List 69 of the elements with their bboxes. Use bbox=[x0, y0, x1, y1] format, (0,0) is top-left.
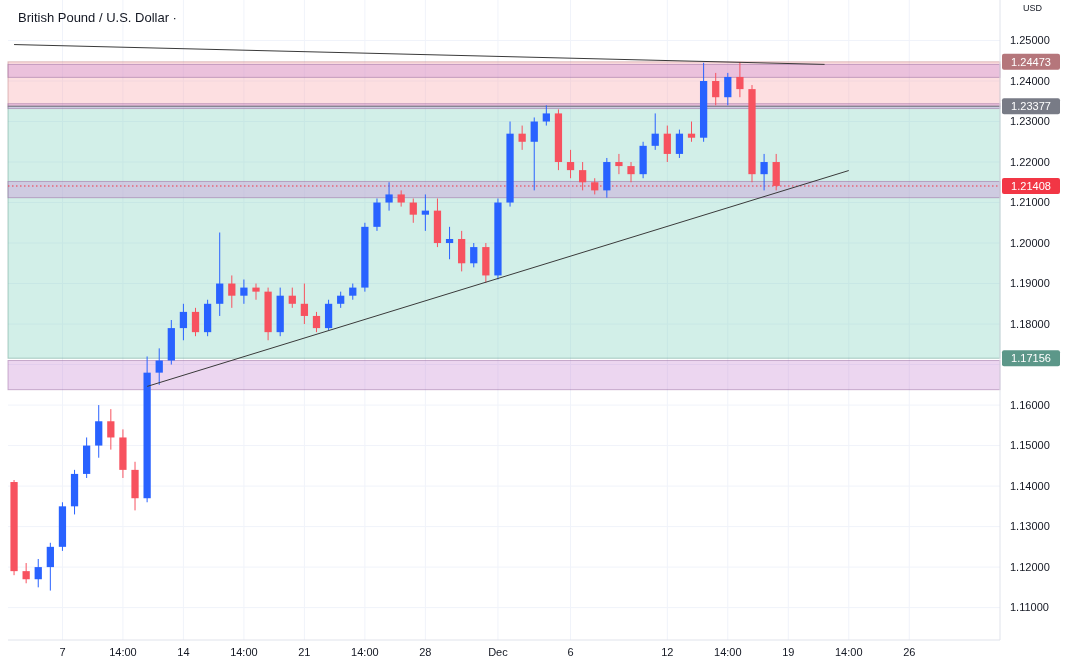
candlestick bbox=[687, 121, 696, 143]
candlestick bbox=[615, 153, 623, 175]
candlestick bbox=[675, 129, 684, 159]
candlestick bbox=[34, 558, 42, 588]
y-tick-label: 1.14000 bbox=[1010, 479, 1050, 492]
candlestick bbox=[712, 72, 720, 106]
y-tick-label: 1.21000 bbox=[1010, 196, 1050, 209]
x-tick-label: 14:00 bbox=[714, 646, 742, 658]
candlestick bbox=[252, 283, 260, 301]
x-tick-label: 6 bbox=[567, 646, 574, 658]
candlestick bbox=[240, 278, 248, 305]
band-label: 1.17156 bbox=[1011, 352, 1051, 365]
candlestick bbox=[542, 104, 550, 127]
x-tick-label: 7 bbox=[59, 646, 66, 658]
x-tick-label: 12 bbox=[661, 646, 674, 658]
y-tick-label: 1.16000 bbox=[1010, 398, 1050, 411]
x-tick-label: Dec bbox=[488, 646, 509, 658]
y-tick-label: 1.22000 bbox=[1010, 155, 1050, 168]
candlestick bbox=[46, 542, 54, 592]
y-tick-label: 1.24000 bbox=[1010, 74, 1050, 87]
x-tick-label: 14:00 bbox=[835, 646, 863, 658]
band-label: 1.24473 bbox=[1011, 55, 1051, 68]
candlestick bbox=[579, 161, 587, 191]
x-tick-label: 19 bbox=[782, 646, 795, 658]
candlestick bbox=[724, 72, 732, 106]
ref-line-label: 1.21408 bbox=[1011, 179, 1051, 192]
candlestick bbox=[736, 61, 744, 98]
candlestick bbox=[385, 181, 393, 212]
candlestick bbox=[312, 311, 321, 333]
candlestick bbox=[421, 193, 429, 232]
x-tick-label: 28 bbox=[419, 646, 432, 658]
candlestick bbox=[470, 242, 478, 268]
candlestick bbox=[228, 274, 236, 309]
x-tick-label: 14:00 bbox=[351, 646, 379, 658]
y-tick-label: 1.20000 bbox=[1010, 236, 1050, 249]
y-tick-label: 1.19000 bbox=[1010, 277, 1050, 290]
x-tick-label: 14 bbox=[177, 646, 190, 658]
y-tick-label: 1.23000 bbox=[1010, 115, 1050, 128]
candlestick bbox=[651, 112, 659, 151]
text: British Pound / U.S. Dollar · bbox=[18, 10, 177, 25]
candlestick bbox=[155, 347, 163, 386]
y-tick-label: 1.18000 bbox=[1010, 317, 1050, 330]
y-tick-label: 1.11000 bbox=[1010, 601, 1049, 614]
y-axis-title: USD bbox=[1023, 3, 1043, 13]
candlestick bbox=[760, 153, 768, 191]
y-tick-label: 1.15000 bbox=[1010, 439, 1050, 452]
x-tick-label: 21 bbox=[298, 646, 311, 658]
candlestick bbox=[445, 226, 454, 260]
candlestick bbox=[409, 197, 417, 224]
candlestick bbox=[107, 408, 115, 451]
candlestick bbox=[518, 125, 526, 151]
x-tick-label: 14:00 bbox=[109, 646, 137, 658]
candlestick bbox=[627, 161, 635, 183]
candlestick bbox=[191, 307, 200, 337]
x-tick-label: 26 bbox=[903, 646, 916, 658]
candlestick bbox=[772, 153, 780, 191]
candlestick bbox=[179, 303, 188, 341]
y-tick-label: 1.12000 bbox=[1010, 560, 1050, 573]
x-tick-label: 14:00 bbox=[230, 646, 258, 658]
candlestick bbox=[288, 287, 296, 309]
ref-line-label: 1.23377 bbox=[1011, 100, 1051, 113]
candlestick bbox=[566, 149, 575, 179]
candlestick bbox=[300, 283, 309, 325]
y-tick-label: 1.25000 bbox=[1010, 34, 1050, 47]
candlestick bbox=[216, 232, 224, 317]
candlestick bbox=[530, 116, 538, 191]
candlestick bbox=[22, 562, 30, 584]
y-tick-label: 1.13000 bbox=[1010, 520, 1050, 533]
candlestick bbox=[663, 125, 671, 163]
